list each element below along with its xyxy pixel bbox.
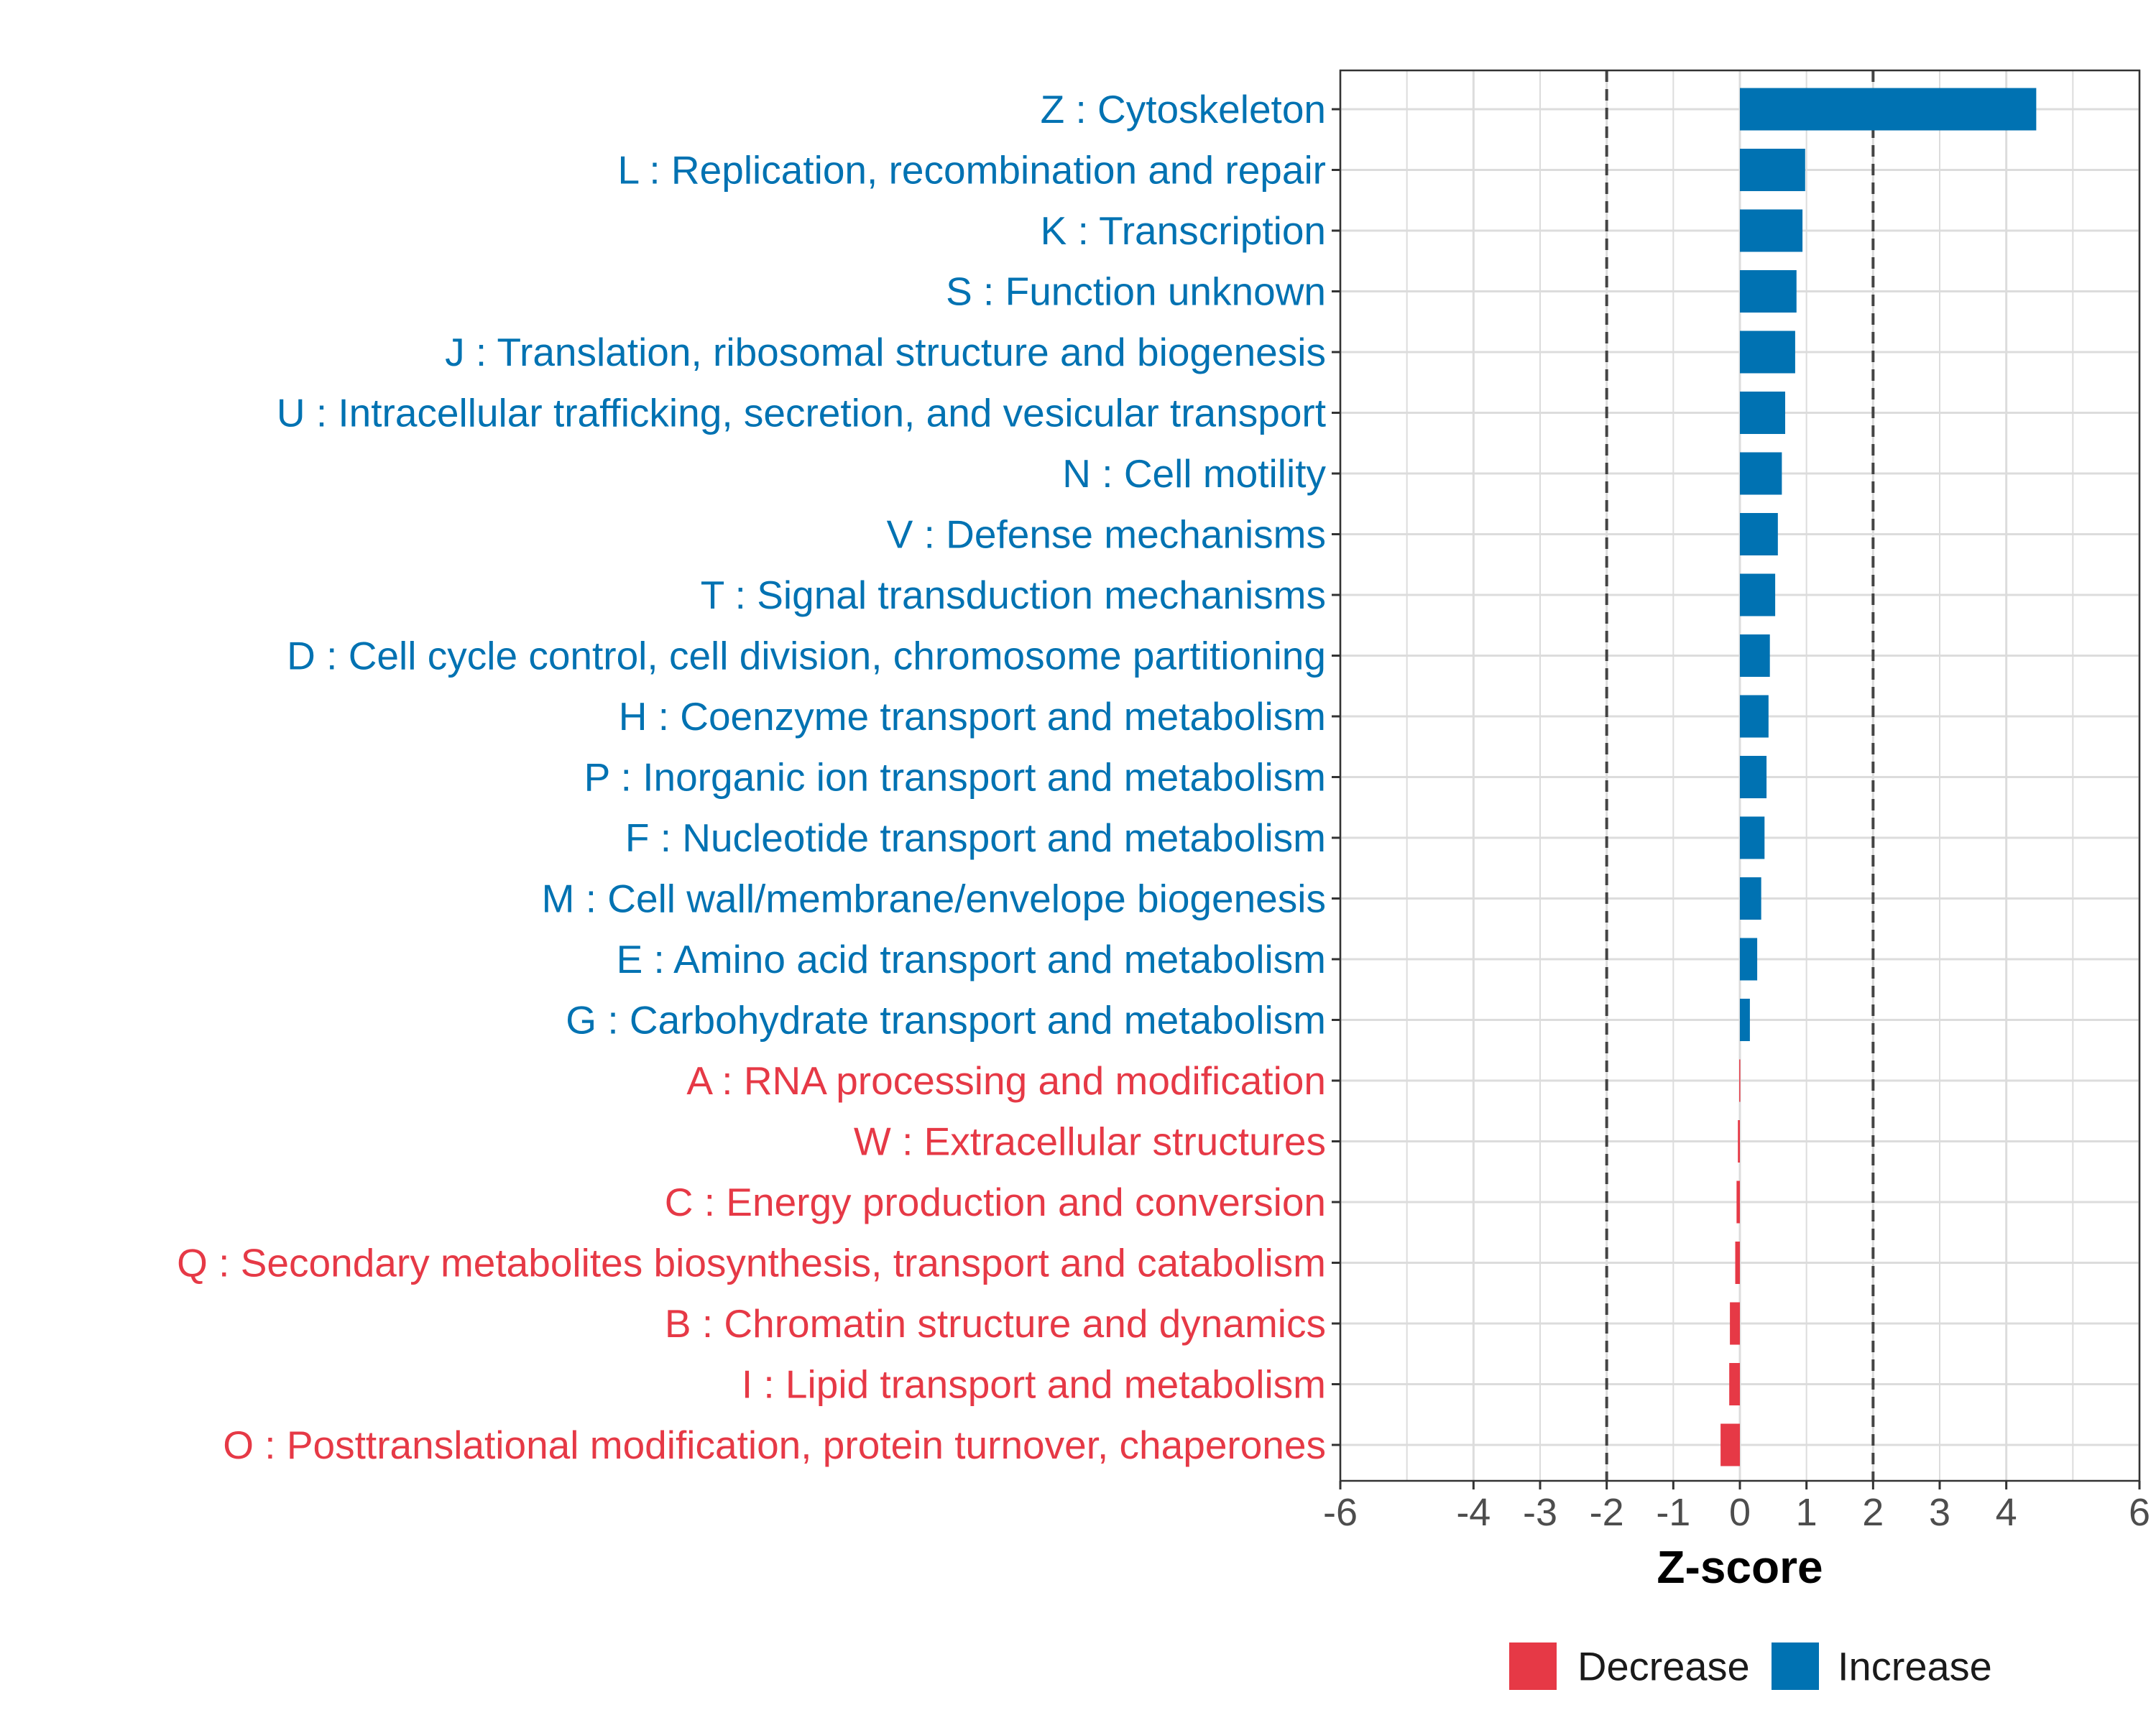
bar <box>1740 877 1761 920</box>
x-axis-title: Z-score <box>1657 1541 1823 1593</box>
bar <box>1740 209 1803 252</box>
legend-swatch <box>1509 1642 1557 1690</box>
category-label: C : Energy production and conversion <box>665 1180 1326 1224</box>
category-label: S : Function unknown <box>946 269 1326 314</box>
legend: Decrease Increase <box>1509 1642 1992 1690</box>
category-label: O : Posttranslational modification, prot… <box>223 1423 1326 1467</box>
category-label: A : RNA processing and modification <box>686 1058 1326 1103</box>
category-label: L : Replication, recombination and repai… <box>618 148 1326 193</box>
category-label: P : Inorganic ion transport and metaboli… <box>584 755 1326 800</box>
category-label: F : Nucleotide transport and metabolism <box>625 816 1326 860</box>
x-tick-label: 0 <box>1729 1491 1751 1534</box>
bar <box>1740 149 1805 191</box>
x-tick-label: 6 <box>2129 1491 2150 1534</box>
legend-label: Increase <box>1838 1644 1992 1689</box>
category-label: W : Extracellular structures <box>854 1119 1326 1164</box>
category-label: K : Transcription <box>1041 208 1326 253</box>
bar <box>1735 1242 1740 1284</box>
bar <box>1738 1120 1740 1163</box>
bar <box>1740 392 1786 434</box>
category-label: I : Lipid transport and metabolism <box>742 1362 1326 1407</box>
x-tick-label: 3 <box>1929 1491 1950 1534</box>
bar <box>1730 1302 1740 1345</box>
x-tick-label: 1 <box>1796 1491 1818 1534</box>
bar <box>1720 1423 1740 1466</box>
x-tick-label: -3 <box>1523 1491 1557 1534</box>
category-label: V : Defense mechanisms <box>887 512 1326 557</box>
bars <box>1720 88 2037 1466</box>
bar <box>1740 756 1767 798</box>
bar <box>1740 452 1782 495</box>
reference-lines <box>1605 70 1875 1481</box>
category-label: B : Chromatin structure and dynamics <box>665 1301 1326 1346</box>
legend-label: Decrease <box>1577 1644 1750 1689</box>
x-axis-ticks: -6 -4 -3 -2 -1 0 1 2 3 4 6 <box>1323 1481 2150 1534</box>
bar <box>1740 270 1797 313</box>
category-label: Z : Cytoskeleton <box>1041 87 1326 131</box>
bar <box>1739 1059 1741 1102</box>
bar <box>1740 634 1770 677</box>
x-tick-label: -2 <box>1590 1491 1624 1534</box>
bar <box>1740 999 1750 1041</box>
bar <box>1740 938 1758 981</box>
bar <box>1729 1363 1740 1405</box>
category-label: H : Coenzyme transport and metabolism <box>619 694 1326 739</box>
category-label: U : Intracellular trafficking, secretion… <box>277 391 1326 435</box>
bar <box>1740 331 1795 374</box>
x-tick-label: -6 <box>1323 1491 1358 1534</box>
category-label: M : Cell wall/membrane/envelope biogenes… <box>542 877 1326 921</box>
y-axis-ticks <box>1332 108 1340 1446</box>
category-label: G : Carbohydrate transport and metabolis… <box>566 998 1326 1043</box>
category-label: E : Amino acid transport and metabolism <box>617 937 1326 981</box>
x-tick-label: -1 <box>1656 1491 1690 1534</box>
x-tick-label: 4 <box>1996 1491 2017 1534</box>
bar <box>1740 88 2037 131</box>
bar <box>1740 695 1769 738</box>
category-label: Q : Secondary metabolites biosynthesis, … <box>177 1241 1326 1285</box>
bar <box>1740 816 1765 859</box>
category-label: D : Cell cycle control, cell division, c… <box>287 634 1326 678</box>
x-tick-label: -4 <box>1456 1491 1491 1534</box>
bar <box>1740 513 1778 555</box>
y-axis-category-labels: Z : Cytoskeleton L : Replication, recombi… <box>177 87 1326 1467</box>
bar <box>1736 1181 1740 1224</box>
legend-swatch <box>1772 1642 1819 1690</box>
category-label: T : Signal transduction mechanisms <box>701 573 1326 617</box>
category-label: N : Cell motility <box>1062 451 1326 496</box>
x-tick-label: 2 <box>1862 1491 1884 1534</box>
category-label: J : Translation, ribosomal structure and… <box>445 330 1326 374</box>
bar <box>1740 573 1776 616</box>
